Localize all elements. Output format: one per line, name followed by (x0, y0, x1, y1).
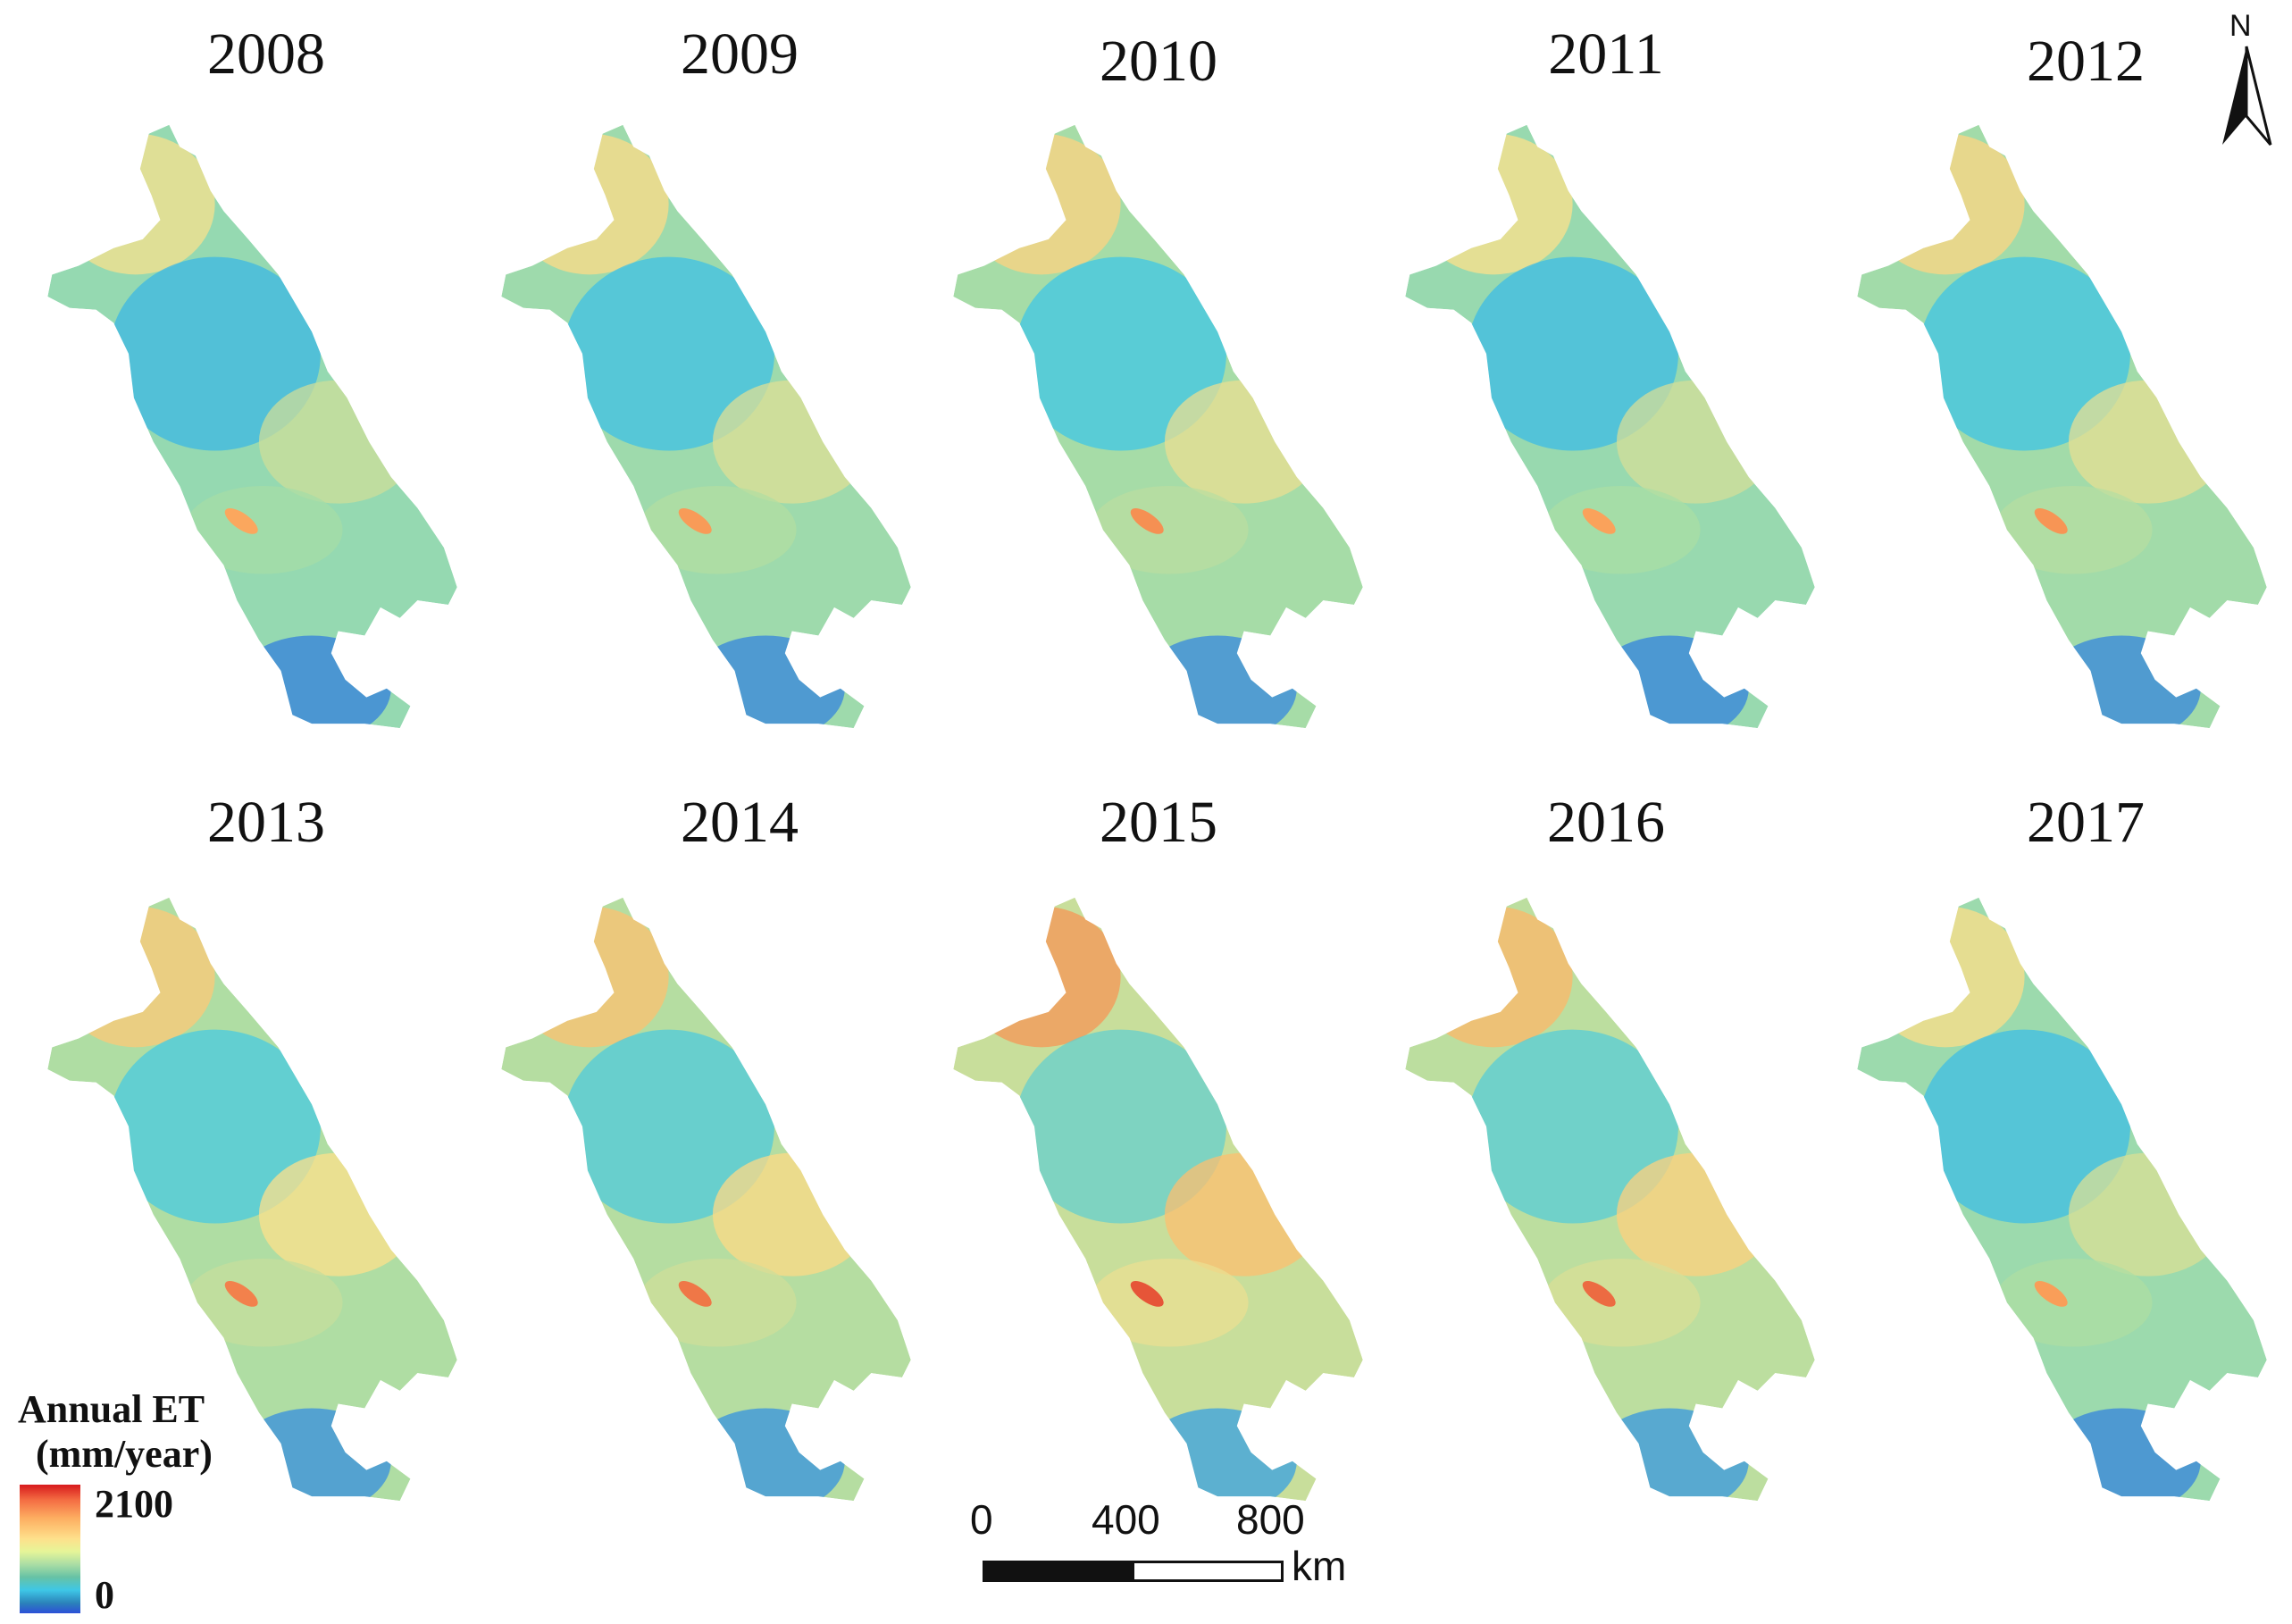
year-title: 2009 (681, 21, 799, 87)
scale-bar-white-segment (1132, 1561, 1284, 1582)
legend-title-line2: (mm/year) (36, 1432, 213, 1476)
et-map-panel (1845, 107, 2283, 732)
et-map-svg (1405, 124, 1815, 729)
north-arrow-icon (2222, 46, 2272, 146)
et-map-panel (1845, 880, 2283, 1505)
year-title: 2014 (681, 790, 799, 855)
et-map-svg (501, 897, 911, 1502)
year-title: 2010 (1100, 29, 1217, 94)
et-map-panel (1393, 880, 1831, 1505)
et-map-panel (36, 107, 473, 732)
year-title: 2016 (1547, 790, 1665, 855)
scale-label-800: 800 (1236, 1496, 1305, 1543)
et-map-panel (941, 880, 1379, 1505)
year-title: 2011 (1548, 21, 1664, 87)
legend-max-label: 2100 (95, 1482, 173, 1526)
scale-label-0: 0 (970, 1496, 993, 1543)
et-map-panel (36, 880, 473, 1505)
legend-min-label: 0 (95, 1573, 114, 1617)
et-map-panel (489, 880, 927, 1505)
legend-color-ramp (20, 1485, 80, 1613)
et-map-svg (47, 124, 457, 729)
year-title: 2015 (1100, 790, 1217, 855)
year-title: 2017 (2027, 790, 2145, 855)
year-title: 2012 (2027, 29, 2145, 94)
et-map-svg (1405, 897, 1815, 1502)
legend-title-line1: Annual ET (18, 1387, 205, 1431)
year-title: 2013 (207, 790, 325, 855)
year-title: 2008 (207, 21, 325, 87)
et-map-svg (1857, 897, 2267, 1502)
scale-label-400: 400 (1092, 1496, 1160, 1543)
et-map-svg (953, 124, 1363, 729)
et-map-svg (953, 897, 1363, 1502)
scale-unit: km (1292, 1543, 1347, 1589)
et-map-svg (501, 124, 911, 729)
scale-bar-black-segment (983, 1561, 1134, 1582)
et-map-svg (47, 897, 457, 1502)
et-map-panel (1393, 107, 1831, 732)
et-map-panel (489, 107, 927, 732)
et-map-panel (941, 107, 1379, 732)
north-label: N (2229, 9, 2252, 43)
et-map-svg (1857, 124, 2267, 729)
